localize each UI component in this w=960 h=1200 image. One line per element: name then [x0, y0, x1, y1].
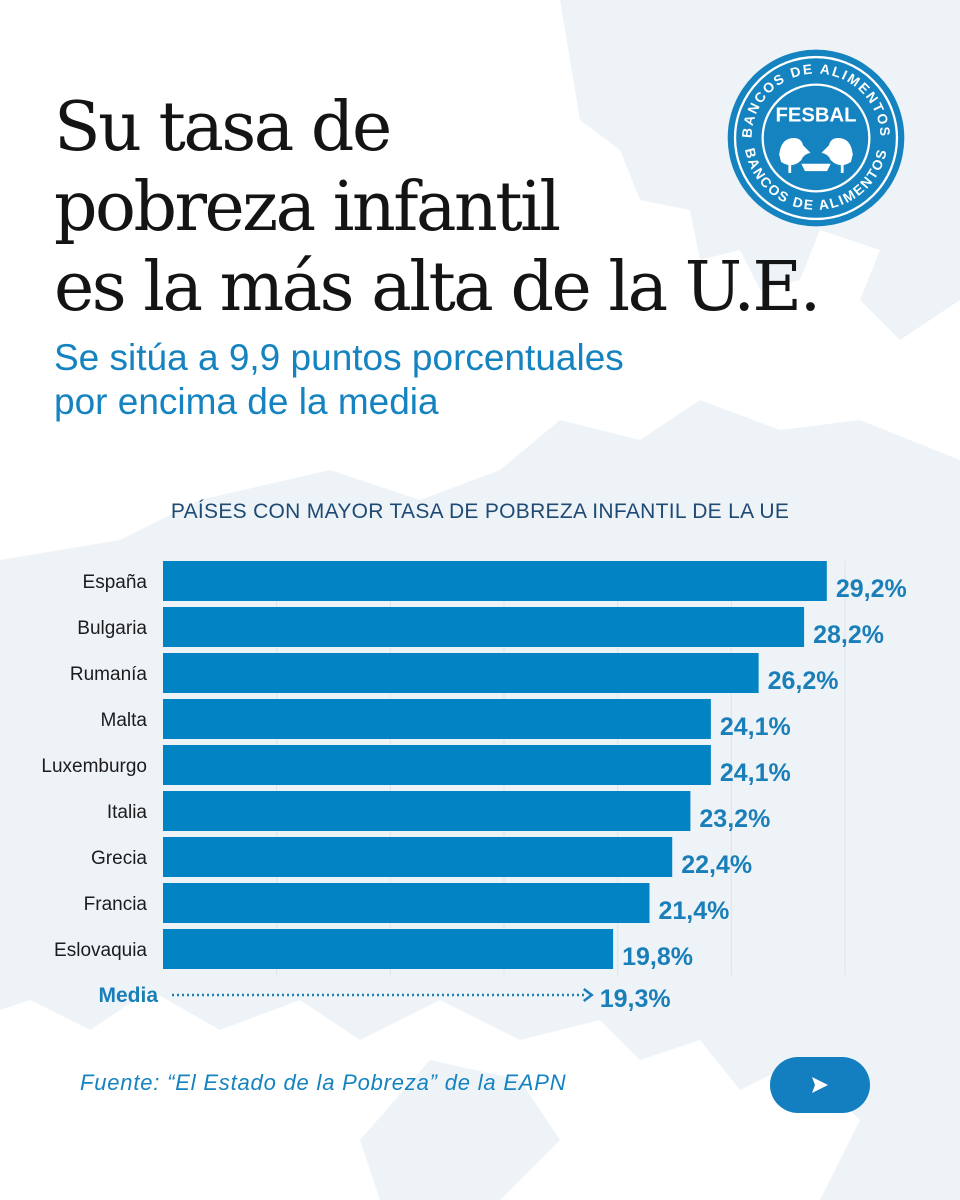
subtitle: Se sitúa a 9,9 puntos porcentuales por e…: [54, 336, 834, 424]
title-line-2: pobreza infantil: [54, 168, 561, 247]
category-label: Eslovaquia: [54, 940, 147, 961]
category-label: Rumanía: [70, 664, 148, 685]
bar: [163, 653, 759, 693]
bar: [163, 791, 691, 831]
subtitle-line-1: Se sitúa a 9,9 puntos porcentuales: [54, 337, 624, 378]
value-label: 23,2%: [699, 805, 770, 833]
subtitle-line-2: por encima de la media: [54, 381, 439, 422]
category-label: Bulgaria: [77, 618, 147, 639]
title-line-3: es la más alta de la U.E.: [54, 248, 821, 327]
bar: [163, 929, 614, 969]
logo-name: FESBAL: [776, 104, 857, 126]
bar: [163, 883, 650, 923]
bar: [163, 837, 673, 877]
category-label: Luxemburgo: [41, 756, 147, 777]
main-title: Su tasa de pobreza infantil es la más al…: [54, 88, 821, 328]
birds-icon: [779, 138, 853, 173]
category-label: Francia: [84, 894, 148, 915]
arrow-right-icon: [583, 988, 594, 1002]
chart-title: PAÍSES CON MAYOR TASA DE POBREZA INFANTI…: [170, 500, 790, 523]
reference-label: Media: [98, 984, 158, 1007]
value-label: 26,2%: [768, 667, 839, 695]
source-note: Fuente: “El Estado de la Pobreza” de la …: [80, 1070, 567, 1095]
value-label: 19,8%: [622, 943, 693, 971]
fesbal-logo: BANCOS DE ALIMENTOS BANCOS DE ALIMENTOS …: [727, 49, 905, 227]
title-line-1: Su tasa de: [54, 88, 392, 167]
value-label: 24,1%: [720, 759, 791, 787]
value-label: 28,2%: [813, 621, 884, 649]
value-label: 24,1%: [720, 713, 791, 741]
bar-chart: España 29,2% Bulgaria 28,2% Rumanía 26,2% Malt…: [41, 561, 907, 1013]
value-label: 29,2%: [836, 575, 907, 603]
play-triangle-icon: [812, 1077, 828, 1093]
value-label: 21,4%: [658, 897, 729, 925]
category-label: España: [83, 572, 148, 593]
bar: [163, 607, 805, 647]
category-label: Malta: [101, 710, 148, 731]
bar: [163, 561, 827, 601]
category-label: Grecia: [91, 848, 147, 869]
bar: [163, 745, 711, 785]
value-label: 22,4%: [681, 851, 752, 879]
bar: [163, 699, 711, 739]
next-button[interactable]: [770, 1057, 870, 1113]
reference-value-label: 19,3%: [600, 985, 671, 1013]
category-label: Italia: [107, 802, 148, 823]
